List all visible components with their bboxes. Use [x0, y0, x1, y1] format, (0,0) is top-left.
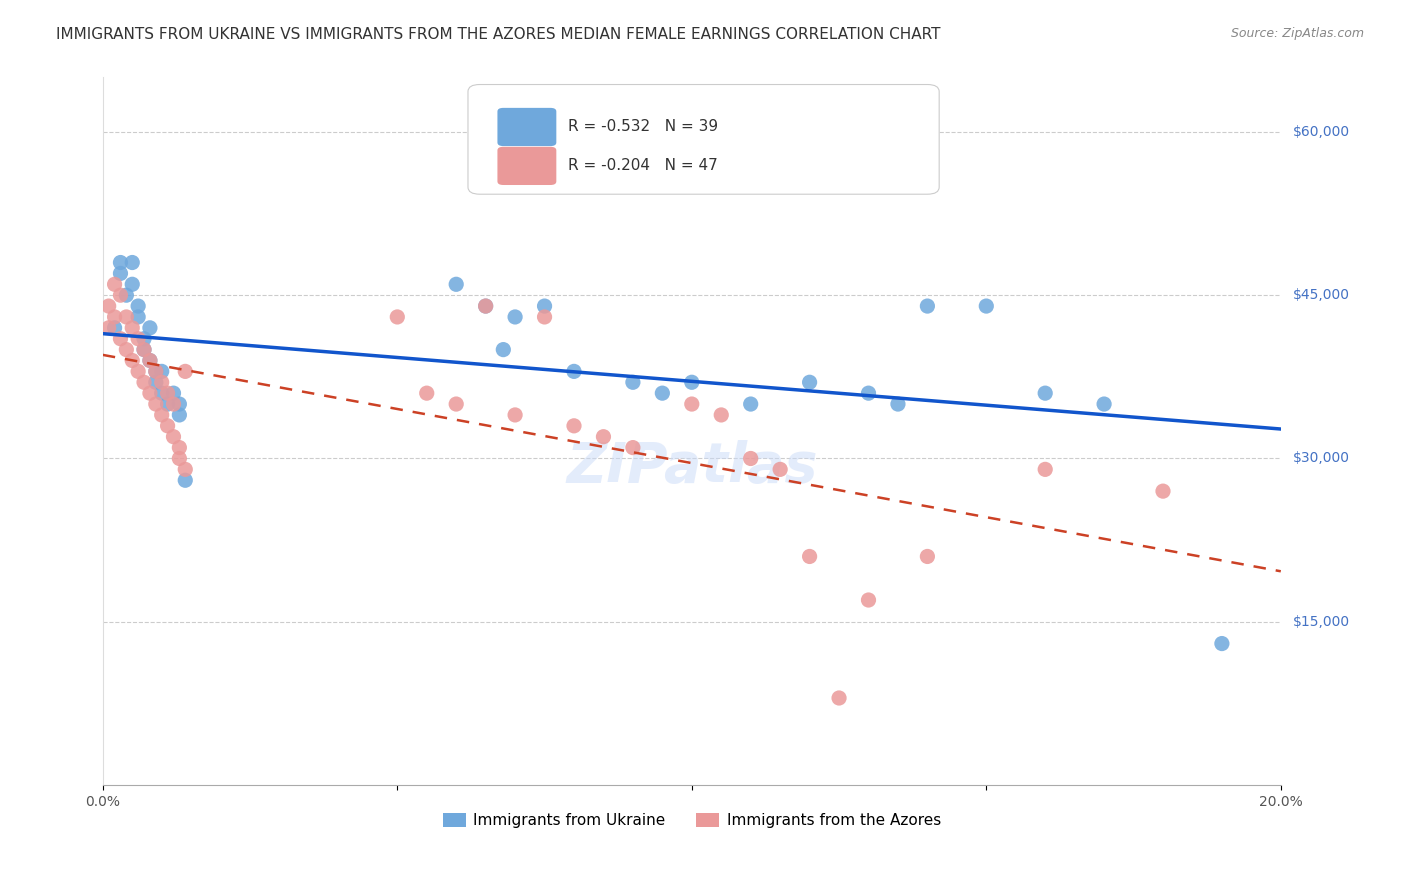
Point: [103, 310, 125, 324]
Text: $45,000: $45,000: [1292, 288, 1350, 302]
Point: [145, 364, 167, 378]
Point: [416, 386, 439, 401]
Point: [533, 310, 555, 324]
Point: [858, 593, 880, 607]
Point: [150, 408, 173, 422]
Point: [162, 397, 184, 411]
FancyBboxPatch shape: [498, 147, 557, 185]
Point: [562, 418, 585, 433]
Point: [97, 321, 120, 335]
Point: [156, 386, 179, 401]
Point: [917, 549, 939, 564]
Point: [1211, 636, 1233, 650]
Point: [621, 376, 644, 390]
Text: R = -0.532   N = 39: R = -0.532 N = 39: [568, 120, 718, 135]
Point: [132, 343, 155, 357]
Text: ZIPatlas: ZIPatlas: [567, 440, 817, 493]
Point: [139, 321, 162, 335]
Point: [474, 299, 496, 313]
Point: [145, 364, 167, 378]
Text: $15,000: $15,000: [1292, 615, 1350, 629]
Point: [103, 277, 125, 292]
Point: [150, 364, 173, 378]
Point: [1092, 397, 1115, 411]
Point: [710, 408, 733, 422]
Point: [115, 343, 138, 357]
Point: [174, 473, 197, 487]
Point: [127, 364, 149, 378]
Point: [1152, 484, 1174, 499]
Point: [533, 299, 555, 313]
Point: [115, 310, 138, 324]
Point: [150, 386, 173, 401]
Point: [110, 267, 132, 281]
Point: [145, 376, 167, 390]
Point: [132, 343, 155, 357]
Text: $60,000: $60,000: [1292, 125, 1350, 139]
Point: [444, 277, 467, 292]
Point: [174, 462, 197, 476]
Point: [127, 299, 149, 313]
Point: [169, 441, 191, 455]
Point: [139, 353, 162, 368]
Point: [828, 691, 851, 706]
Text: Source: ZipAtlas.com: Source: ZipAtlas.com: [1230, 27, 1364, 40]
Point: [169, 397, 191, 411]
Point: [169, 451, 191, 466]
Text: IMMIGRANTS FROM UKRAINE VS IMMIGRANTS FROM THE AZORES MEDIAN FEMALE EARNINGS COR: IMMIGRANTS FROM UKRAINE VS IMMIGRANTS FR…: [56, 27, 941, 42]
Point: [127, 332, 149, 346]
Point: [740, 451, 762, 466]
Point: [562, 364, 585, 378]
Text: R = -0.204   N = 47: R = -0.204 N = 47: [568, 159, 718, 173]
Point: [387, 310, 409, 324]
Point: [139, 386, 162, 401]
Point: [110, 288, 132, 302]
Point: [681, 397, 703, 411]
Text: $30,000: $30,000: [1292, 451, 1350, 466]
Point: [887, 397, 910, 411]
Point: [150, 376, 173, 390]
Point: [127, 310, 149, 324]
Point: [592, 430, 614, 444]
Point: [121, 255, 143, 269]
FancyBboxPatch shape: [468, 85, 939, 194]
Point: [162, 430, 184, 444]
Point: [174, 364, 197, 378]
Legend: Immigrants from Ukraine, Immigrants from the Azores: Immigrants from Ukraine, Immigrants from…: [437, 806, 948, 834]
Point: [110, 332, 132, 346]
Point: [132, 376, 155, 390]
Point: [115, 288, 138, 302]
Point: [503, 408, 526, 422]
Point: [1033, 462, 1056, 476]
FancyBboxPatch shape: [498, 108, 557, 146]
Point: [139, 353, 162, 368]
Point: [169, 408, 191, 422]
Point: [651, 386, 673, 401]
Point: [156, 397, 179, 411]
Point: [132, 332, 155, 346]
Point: [97, 299, 120, 313]
Point: [858, 386, 880, 401]
Point: [769, 462, 792, 476]
Point: [156, 418, 179, 433]
Point: [121, 321, 143, 335]
Point: [681, 376, 703, 390]
Point: [621, 441, 644, 455]
Point: [110, 255, 132, 269]
Point: [444, 397, 467, 411]
Point: [145, 397, 167, 411]
Point: [799, 376, 821, 390]
Point: [503, 310, 526, 324]
Point: [162, 386, 184, 401]
Point: [799, 549, 821, 564]
Point: [121, 277, 143, 292]
Point: [917, 299, 939, 313]
Point: [492, 343, 515, 357]
Point: [103, 321, 125, 335]
Point: [974, 299, 997, 313]
Point: [740, 397, 762, 411]
Point: [474, 299, 496, 313]
Point: [1033, 386, 1056, 401]
Point: [121, 353, 143, 368]
